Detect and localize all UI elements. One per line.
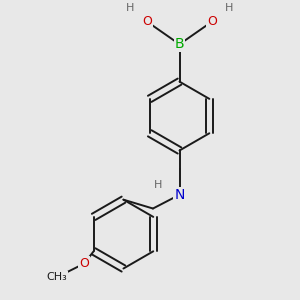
Text: CH₃: CH₃ — [46, 272, 67, 282]
Text: O: O — [207, 15, 217, 28]
Text: O: O — [142, 15, 152, 28]
Text: N: N — [174, 188, 185, 202]
Text: H: H — [126, 3, 134, 13]
Text: H: H — [154, 180, 162, 190]
Text: H: H — [224, 3, 233, 13]
Text: B: B — [175, 37, 184, 51]
Text: O: O — [79, 257, 89, 270]
